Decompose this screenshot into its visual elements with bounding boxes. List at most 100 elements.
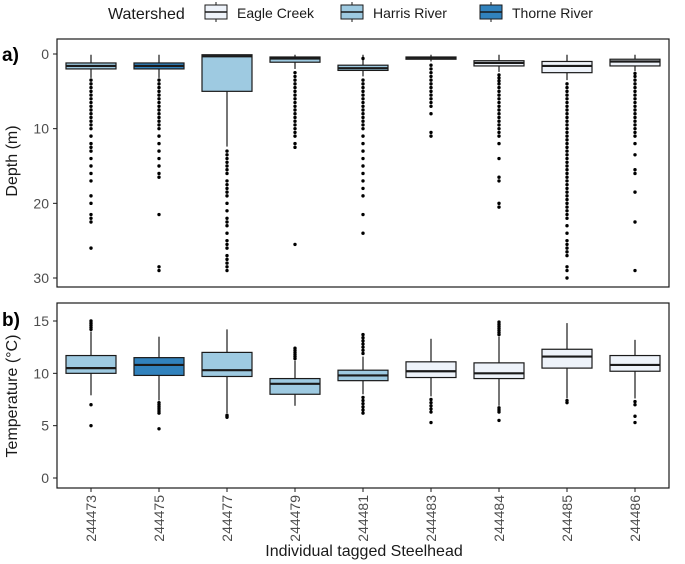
legend-label: Eagle Creek (237, 5, 315, 21)
outlier-point (89, 220, 93, 224)
outlier-point (497, 201, 501, 206)
legend-title: Watershed (108, 6, 185, 23)
outlier-point (633, 115, 637, 120)
outlier-point (361, 126, 365, 131)
outlier-point (429, 134, 433, 138)
outlier-point (157, 156, 161, 161)
outlier-point (225, 190, 229, 194)
outlier-point (633, 85, 637, 90)
box-temperature-244485 (541, 323, 593, 405)
outlier-point (361, 119, 365, 123)
outlier-point (565, 126, 569, 131)
iqr-box (405, 361, 457, 379)
outlier-point (225, 268, 229, 273)
y-tick-label: 15 (33, 313, 49, 329)
outlier-point (89, 194, 93, 198)
outlier-point (429, 74, 433, 79)
outlier-point (157, 149, 161, 153)
outlier-point (225, 238, 229, 243)
outlier-point (225, 160, 229, 164)
box-depth-244486 (609, 54, 661, 273)
outlier-point (89, 126, 93, 131)
x-tick-label: 244481 (355, 495, 371, 542)
outlier-point (361, 112, 365, 116)
outlier-point (89, 216, 93, 220)
outlier-point (293, 85, 297, 90)
x-tick-label: 244473 (83, 495, 99, 542)
outlier-point (565, 123, 569, 127)
outlier-point (89, 201, 93, 206)
outlier-point (89, 112, 93, 116)
outlier-point (497, 130, 501, 135)
panel-b-label: b) (2, 310, 20, 331)
outlier-point (89, 100, 93, 105)
outlier-point (429, 407, 433, 411)
y-tick-label: 0 (41, 470, 49, 486)
outlier-point (633, 134, 637, 138)
outlier-point (429, 70, 433, 75)
outlier-point (293, 134, 297, 138)
outlier-point (293, 74, 297, 79)
outlier-point (361, 411, 365, 415)
outlier-point (429, 400, 433, 405)
outlier-point (293, 119, 297, 123)
outlier-point (361, 156, 365, 161)
outlier-point (633, 123, 637, 127)
outlier-point (225, 246, 229, 250)
outlier-point (361, 342, 365, 346)
outlier-point (633, 78, 637, 82)
outlier-point (429, 100, 433, 105)
iqr-box (133, 357, 185, 377)
outlier-point (293, 145, 297, 150)
outlier-point (361, 104, 365, 108)
outlier-point (89, 119, 93, 123)
outlier-point (225, 220, 229, 224)
outlier-point (361, 212, 365, 217)
outlier-point (157, 212, 161, 217)
outlier-point (89, 156, 93, 161)
outlier-point (157, 141, 161, 146)
outlier-point (565, 201, 569, 206)
outlier-point (565, 179, 569, 183)
panel-depth: a) Depth (m) 0 10 20 30 (2, 38, 670, 288)
outlier-point (565, 156, 569, 161)
outlier-point (225, 149, 229, 153)
outlier-point (565, 141, 569, 146)
outlier-point (497, 97, 501, 101)
outlier-point (497, 104, 501, 108)
outlier-point (157, 119, 161, 123)
outlier-point (225, 216, 229, 220)
outlier-point (361, 339, 365, 343)
box-depth-244477 (201, 54, 253, 273)
outlier-point (157, 85, 161, 90)
outlier-point (157, 112, 161, 116)
outlier-point (361, 194, 365, 198)
outlier-point (157, 89, 161, 94)
x-axis-title: Individual tagged Steelhead (265, 543, 463, 560)
outlier-point (497, 76, 501, 80)
outlier-point (293, 126, 297, 131)
outlier-point (565, 104, 569, 108)
outlier-point (565, 242, 569, 247)
outlier-point (633, 108, 637, 112)
y-tick-label: 20 (33, 195, 49, 211)
outlier-point (361, 171, 365, 176)
outlier-point (89, 403, 93, 407)
outlier-point (633, 130, 637, 135)
outlier-point (565, 224, 569, 228)
depth-axis-title: Depth (m) (4, 125, 21, 196)
outlier-point (565, 194, 569, 198)
legend-label: Harris River (373, 5, 447, 21)
outlier-point (633, 153, 637, 157)
outlier-point (565, 164, 569, 168)
outlier-point (157, 265, 161, 269)
outlier-point (497, 205, 501, 209)
outlier-point (157, 134, 161, 138)
legend-entry: Thorne River (479, 2, 593, 22)
outlier-point (565, 175, 569, 179)
outlier-point (565, 119, 569, 123)
outlier-point (633, 414, 637, 418)
outlier-point (361, 345, 365, 349)
outlier-point (225, 253, 229, 258)
